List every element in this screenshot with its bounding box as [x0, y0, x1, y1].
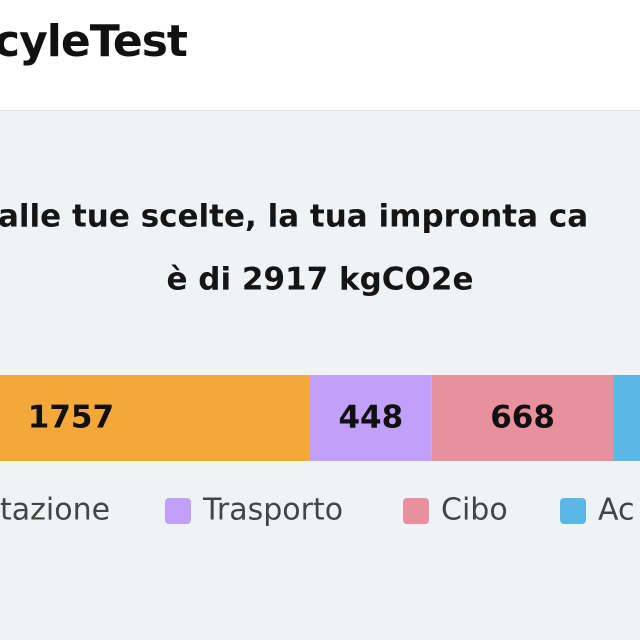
title-line: alle tue scelte, la tua impronta ca [0, 199, 588, 235]
title-line: è di 2917 kgCO2e [166, 262, 473, 298]
value-label: 448 [338, 400, 403, 436]
bar-segment [613, 375, 640, 461]
header [0, 0, 640, 110]
legend-label: Cibo [441, 493, 508, 528]
legend-label: tazione [0, 493, 110, 528]
legend-swatch [403, 498, 429, 524]
bar-segment [0, 375, 310, 461]
value-label: 1757 [28, 400, 114, 436]
brand[interactable]: cyleTest [0, 16, 189, 67]
legend-swatch [165, 498, 191, 524]
bar-segment [431, 375, 614, 461]
legend-label: Trasporto [202, 493, 343, 528]
legend-swatch [560, 498, 586, 524]
value-label: 668 [490, 400, 555, 436]
bar-segment [309, 375, 432, 461]
legend-label: Ac [598, 493, 635, 528]
